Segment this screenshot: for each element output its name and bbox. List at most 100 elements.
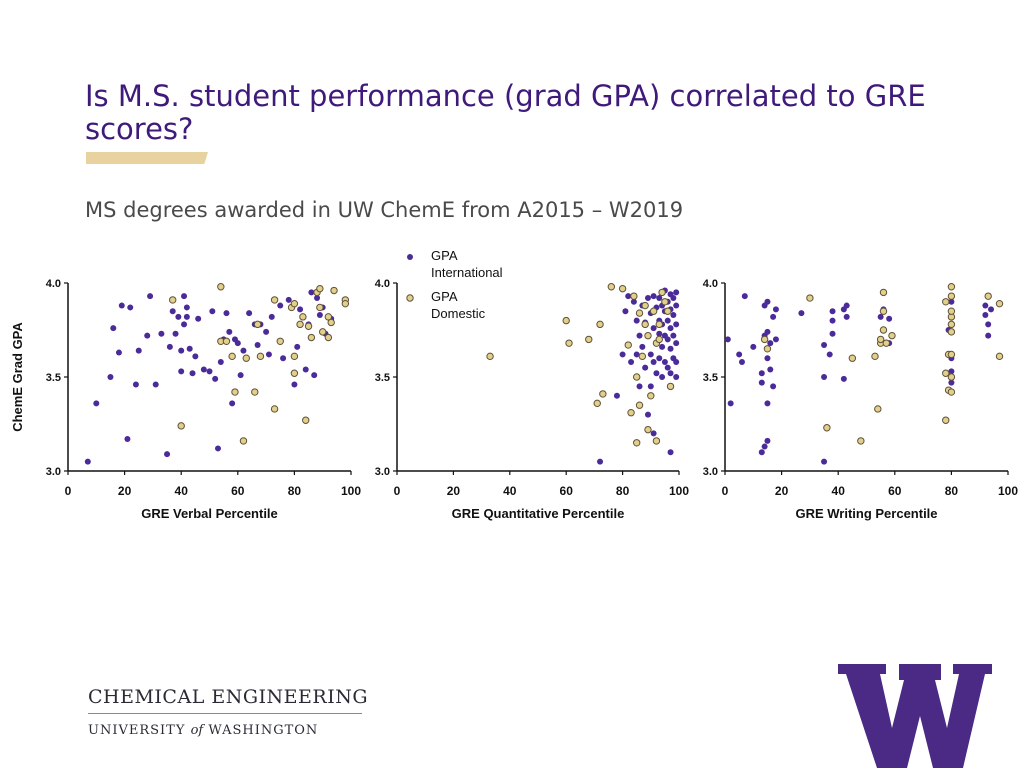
international-data-point — [178, 347, 185, 354]
domestic-data-point — [655, 335, 663, 344]
international-data-point — [653, 370, 660, 377]
international-data-point — [767, 366, 774, 373]
domestic-data-point — [290, 299, 299, 308]
international-data-point — [628, 358, 635, 365]
chart-1-x-tick-label: 20 — [118, 484, 132, 498]
chart-1-y-tick-label: 4.0 — [46, 278, 61, 290]
title-underline — [86, 152, 208, 164]
international-data-point — [673, 374, 680, 380]
international-data-point — [772, 306, 779, 313]
international-data-point — [661, 358, 668, 365]
domestic-data-point — [630, 292, 638, 300]
international-data-point — [948, 379, 955, 386]
international-data-point — [988, 306, 995, 313]
university-name-pre: UNIVERSITY — [88, 723, 186, 738]
international-data-point — [650, 358, 657, 365]
international-data-point — [985, 332, 992, 339]
international-data-point — [659, 374, 666, 380]
international-data-point — [166, 343, 173, 350]
international-data-point — [829, 308, 836, 315]
domestic-data-point — [661, 298, 669, 306]
international-data-point — [164, 451, 171, 458]
international-data-point — [886, 315, 893, 322]
international-data-point — [829, 317, 836, 324]
chart-3-x-tick-label: 60 — [888, 484, 902, 498]
international-data-point — [178, 368, 185, 375]
international-data-point — [843, 302, 850, 309]
domestic-data-point — [169, 296, 177, 304]
international-data-point — [285, 296, 292, 303]
domestic-data-point — [307, 333, 316, 342]
international-data-point — [314, 295, 321, 302]
international-data-point — [727, 400, 734, 407]
slide-subtitle: MS degrees awarded in UW ChemE from A201… — [85, 198, 684, 222]
domestic-data-point — [879, 307, 888, 315]
chart-1-y-axis-title: ChemE Grad GPA — [10, 322, 25, 432]
domestic-data-point — [823, 424, 831, 432]
international-data-point — [656, 355, 663, 362]
domestic-data-point — [635, 309, 644, 317]
chart-1-y-tick-label: 3.5 — [46, 372, 61, 384]
domestic-data-point — [947, 373, 956, 381]
international-data-point — [619, 351, 626, 358]
international-data-point — [633, 351, 640, 358]
domestic-data-point — [231, 388, 239, 396]
international-data-point — [302, 366, 309, 373]
domestic-data-point — [217, 283, 225, 291]
international-data-point — [650, 430, 657, 437]
international-data-point — [644, 295, 651, 302]
international-data-point — [186, 345, 193, 352]
domestic-data-point — [324, 333, 333, 342]
international-data-point — [280, 355, 287, 362]
chart-1-x-tick-label: 40 — [175, 484, 189, 498]
international-data-point — [254, 342, 261, 349]
domestic-data-point — [879, 288, 888, 297]
international-data-point — [127, 304, 134, 311]
international-data-point — [667, 370, 674, 377]
domestic-data-point — [633, 373, 641, 381]
international-data-point — [152, 381, 159, 388]
chart-3-x-tick-label: 40 — [832, 484, 846, 498]
domestic-data-point — [806, 294, 814, 302]
domestic-data-point — [641, 301, 649, 310]
international-data-point — [214, 445, 221, 452]
domestic-data-point — [664, 307, 672, 315]
legend-international-label-line1: GPA — [431, 248, 458, 263]
international-data-point — [636, 332, 643, 339]
domestic-data-point — [947, 388, 956, 396]
international-data-point — [673, 358, 680, 365]
domestic-data-point — [228, 352, 236, 361]
international-data-point — [761, 443, 768, 450]
domestic-data-point — [644, 331, 652, 340]
international-data-point — [217, 358, 224, 365]
domestic-data-point — [316, 284, 324, 293]
domestic-data-point — [995, 299, 1004, 308]
domestic-data-point — [302, 416, 310, 424]
international-data-point — [758, 370, 765, 377]
international-data-point — [234, 340, 241, 347]
chart-1-x-tick-label: 80 — [288, 484, 302, 498]
international-data-point — [840, 375, 847, 382]
international-data-point — [195, 315, 202, 322]
chart-2-y-tick-label: 3.5 — [375, 372, 390, 384]
domestic-data-point — [995, 352, 1004, 361]
international-data-point — [667, 345, 674, 352]
chart-1-x-tick-label: 60 — [231, 484, 245, 498]
international-data-point — [821, 374, 828, 380]
legend-international-marker — [407, 254, 413, 260]
international-data-point — [948, 368, 955, 375]
international-data-point — [673, 289, 680, 296]
international-data-point — [636, 383, 643, 390]
chart-2-y-tick-label: 4.0 — [375, 278, 390, 290]
domestic-data-point — [857, 437, 865, 445]
international-data-point — [124, 436, 131, 443]
chart-2-x-axis-title: GRE Quantitative Percentile — [452, 506, 625, 521]
international-data-point — [132, 381, 139, 388]
footer-divider — [88, 713, 362, 714]
international-data-point — [229, 400, 236, 407]
international-data-point — [189, 370, 196, 377]
international-data-point — [181, 321, 188, 328]
domestic-data-point — [947, 320, 956, 329]
university-name: UNIVERSITY of WASHINGTON — [88, 723, 318, 738]
chart-3-x-tick-label: 100 — [998, 484, 1018, 498]
